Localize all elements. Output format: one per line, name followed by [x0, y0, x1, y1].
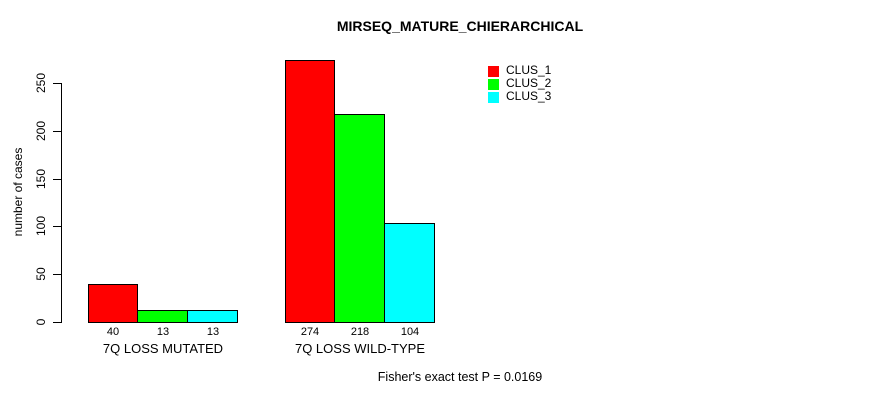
bar-value-label: 40 [106, 326, 120, 338]
category-label: 7Q LOSS WILD-TYPE [294, 341, 426, 356]
y-tick [53, 83, 61, 84]
legend-label: CLUS_2 [506, 76, 552, 90]
bar-value-label: 218 [350, 326, 370, 338]
legend-label: CLUS_3 [506, 89, 552, 103]
bar-value-label: 274 [300, 326, 320, 338]
y-tick [53, 274, 61, 275]
legend-swatch [488, 66, 499, 77]
bar [88, 284, 138, 323]
legend-swatch [488, 92, 499, 103]
annotation-text: Fisher's exact test P = 0.0169 [377, 370, 543, 384]
y-axis-line [61, 83, 62, 323]
bar [334, 114, 385, 323]
y-tick [53, 226, 61, 227]
y-tick [53, 179, 61, 180]
legend-label: CLUS_1 [506, 63, 552, 77]
bar-value-label: 104 [400, 326, 420, 338]
bar-value-label: 13 [156, 326, 170, 338]
y-tick [53, 131, 61, 132]
bar [187, 310, 238, 323]
chart-title: MIRSEQ_MATURE_CHIERARCHICAL [336, 18, 584, 34]
y-tick [53, 322, 61, 323]
category-label: 7Q LOSS MUTATED [102, 341, 224, 356]
legend-swatch [488, 79, 499, 90]
bar [384, 223, 435, 323]
bar-value-label: 13 [206, 326, 220, 338]
